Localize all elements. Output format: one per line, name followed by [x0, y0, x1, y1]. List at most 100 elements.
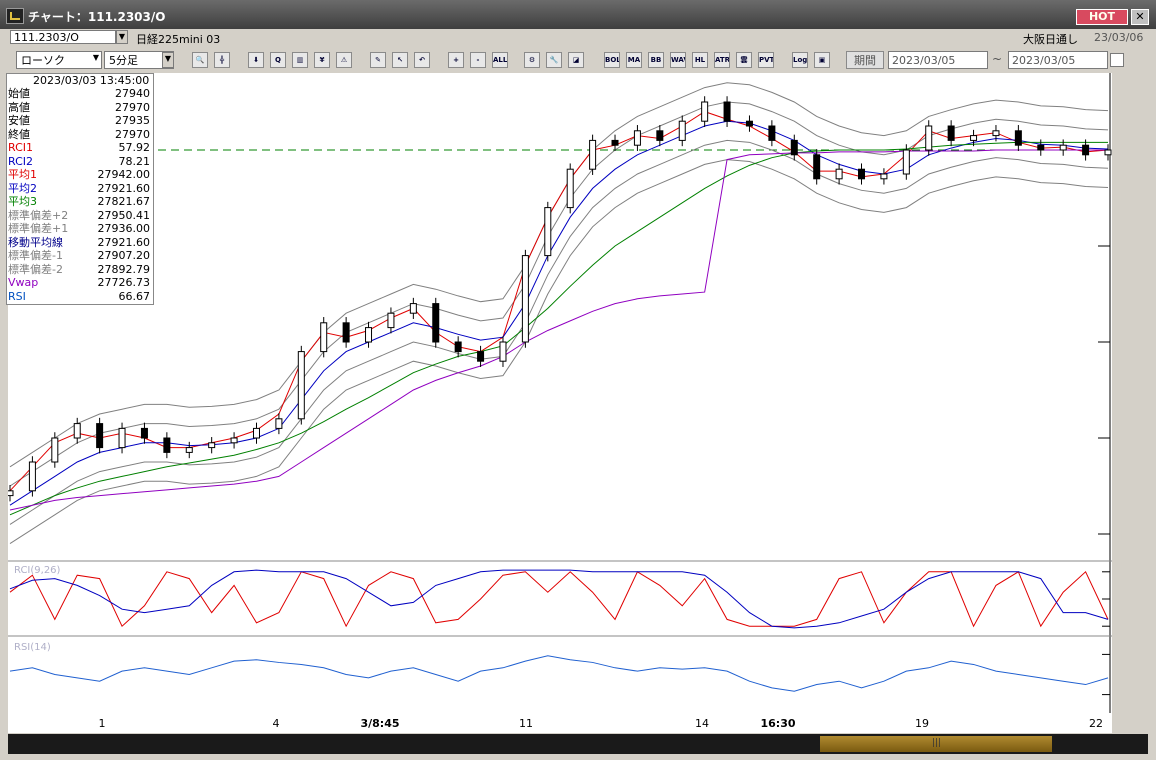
info-row: 終値 27970	[7, 128, 153, 141]
info-row: 標準偏差+2 27950.41	[7, 209, 153, 222]
candle-body	[365, 327, 373, 343]
market-name: 大阪日通し	[1023, 33, 1078, 46]
info-label: RCI1	[8, 141, 34, 154]
pen-icon[interactable]: ✎	[370, 52, 386, 68]
info-value: 66.67	[118, 289, 151, 303]
title-bar: チャート：111.2303/O HOT ✕	[0, 0, 1156, 32]
date-from-input[interactable]: 2023/03/05	[888, 51, 988, 69]
candle-body	[589, 139, 597, 170]
candle-body	[51, 437, 59, 463]
wrench-icon[interactable]: 🔧	[546, 52, 562, 68]
alert-icon[interactable]: ⚠	[336, 52, 352, 68]
down-arrow-icon[interactable]: ⬇	[248, 52, 264, 68]
all-icon[interactable]: ALL	[492, 52, 508, 68]
info-value: 27821.67	[97, 195, 151, 208]
info-label: 標準偏差-2	[8, 262, 63, 276]
candle-body	[230, 437, 238, 444]
info-row: 移動平均線 27921.60	[7, 236, 153, 249]
candle-body	[970, 135, 978, 141]
candle-body	[432, 303, 440, 343]
find-icon[interactable]: Q	[270, 52, 286, 68]
bar-chart-icon[interactable]: ▥	[292, 52, 308, 68]
info-panel: 2023/03/03 13:45:00 始値 27940 高値 27970 安値 2793…	[6, 73, 154, 305]
indicator-bol-icon[interactable]: BOL	[604, 52, 620, 68]
symbol-name: 日経225mini 03	[136, 33, 221, 46]
series-line-0	[9, 111, 1109, 492]
candle-body	[992, 130, 1000, 137]
band-lower-2	[9, 159, 1109, 545]
info-value: 27921.60	[97, 181, 151, 195]
x-axis: 1 4 3/8:45 11 14 16:30 19 22	[99, 717, 1104, 730]
export-icon[interactable]: ▣	[814, 52, 830, 68]
candle-body	[208, 442, 216, 449]
undo-icon[interactable]: ↶	[414, 52, 430, 68]
info-label: 終値	[8, 127, 30, 141]
scroll-thumb[interactable]: |||	[820, 736, 1052, 752]
info-value: 27950.41	[97, 208, 151, 222]
log-icon[interactable]: Log	[792, 52, 808, 68]
candle-body	[656, 130, 664, 141]
palette-icon[interactable]: ◪	[568, 52, 584, 68]
info-label: 標準偏差-1	[8, 249, 63, 262]
rsi-line-0	[9, 655, 1109, 692]
zoom-icon[interactable]: 🔍	[192, 52, 208, 68]
x-tick-label: 1	[99, 717, 106, 730]
candle-body	[521, 255, 529, 343]
zoom-in-icon[interactable]: +	[448, 52, 464, 68]
candle-body	[409, 303, 417, 314]
cursor-icon[interactable]: ↖	[392, 52, 408, 68]
info-value: 27970	[115, 127, 150, 141]
indicator-wave-icon[interactable]: WAVE	[670, 52, 686, 68]
yen-icon[interactable]: ¥	[314, 52, 330, 68]
candle-body	[633, 130, 641, 146]
interval-dropdown-icon[interactable]: ▼	[162, 52, 174, 68]
chart-type-dropdown-icon[interactable]: ▼	[92, 53, 100, 62]
info-value: 27907.20	[97, 249, 151, 262]
candle-body	[678, 120, 686, 141]
info-row: 始値 27940	[7, 87, 153, 100]
indicator-bb-icon[interactable]: BB	[648, 52, 664, 68]
symbol-bar	[0, 29, 1156, 47]
candle-body	[185, 447, 193, 453]
info-row: 標準偏差-2 27892.79	[7, 263, 153, 276]
chart-area[interactable]: 279002780027700276002750080.000.00-80.00…	[6, 73, 1146, 713]
info-datetime: 2023/03/03 13:45:00	[33, 74, 150, 87]
candle-body	[387, 312, 395, 329]
candle-body	[1037, 144, 1045, 151]
symbol-input[interactable]: 111.2303/O	[10, 30, 116, 44]
indicator-ma-icon[interactable]: MA	[626, 52, 642, 68]
app-chart-icon	[6, 8, 24, 24]
crosshair-icon[interactable]: ╬	[214, 52, 230, 68]
chart-type-select[interactable]: ローソク	[16, 51, 102, 69]
zoom-out-icon[interactable]: -	[470, 52, 486, 68]
indicator-atr-icon[interactable]: ATR	[714, 52, 730, 68]
info-row: RCI2 78.21	[7, 155, 153, 168]
hot-button[interactable]: HOT	[1076, 9, 1128, 25]
info-value: 27726.73	[97, 276, 151, 289]
info-value: 27940	[115, 87, 150, 100]
close-icon[interactable]: ✕	[1131, 9, 1149, 25]
indicator-pvt-icon[interactable]: PVT	[758, 52, 774, 68]
interval-label: 5分足	[109, 54, 138, 67]
indicator-ichimoku-icon[interactable]: 雲	[736, 52, 752, 68]
candle-body	[342, 322, 350, 343]
settings-icon[interactable]: ⚙	[524, 52, 540, 68]
symbol-dropdown-icon[interactable]: ▼	[116, 30, 128, 44]
candle-body	[499, 341, 507, 362]
indicator-hl-icon[interactable]: HL	[692, 52, 708, 68]
period-checkbox[interactable]	[1110, 53, 1124, 67]
band-upper-1	[9, 101, 1109, 487]
x-tick-label: 16:30	[760, 717, 795, 730]
info-row: 平均3 27821.67	[7, 195, 153, 208]
info-label: 平均1	[8, 168, 37, 181]
chart-svg[interactable]: 279002780027700276002750080.000.00-80.00…	[6, 73, 1146, 713]
candle-body	[880, 173, 888, 180]
band-lower-1	[9, 139, 1109, 525]
interval-select[interactable]: 5分足	[104, 51, 174, 69]
date-to-input[interactable]: 2023/03/05	[1008, 51, 1108, 69]
info-row: 安値 27935	[7, 114, 153, 127]
info-value: 27935	[115, 114, 150, 127]
candle-body	[902, 149, 910, 175]
info-label: 標準偏差+1	[8, 222, 69, 235]
period-button[interactable]: 期間	[846, 51, 884, 69]
